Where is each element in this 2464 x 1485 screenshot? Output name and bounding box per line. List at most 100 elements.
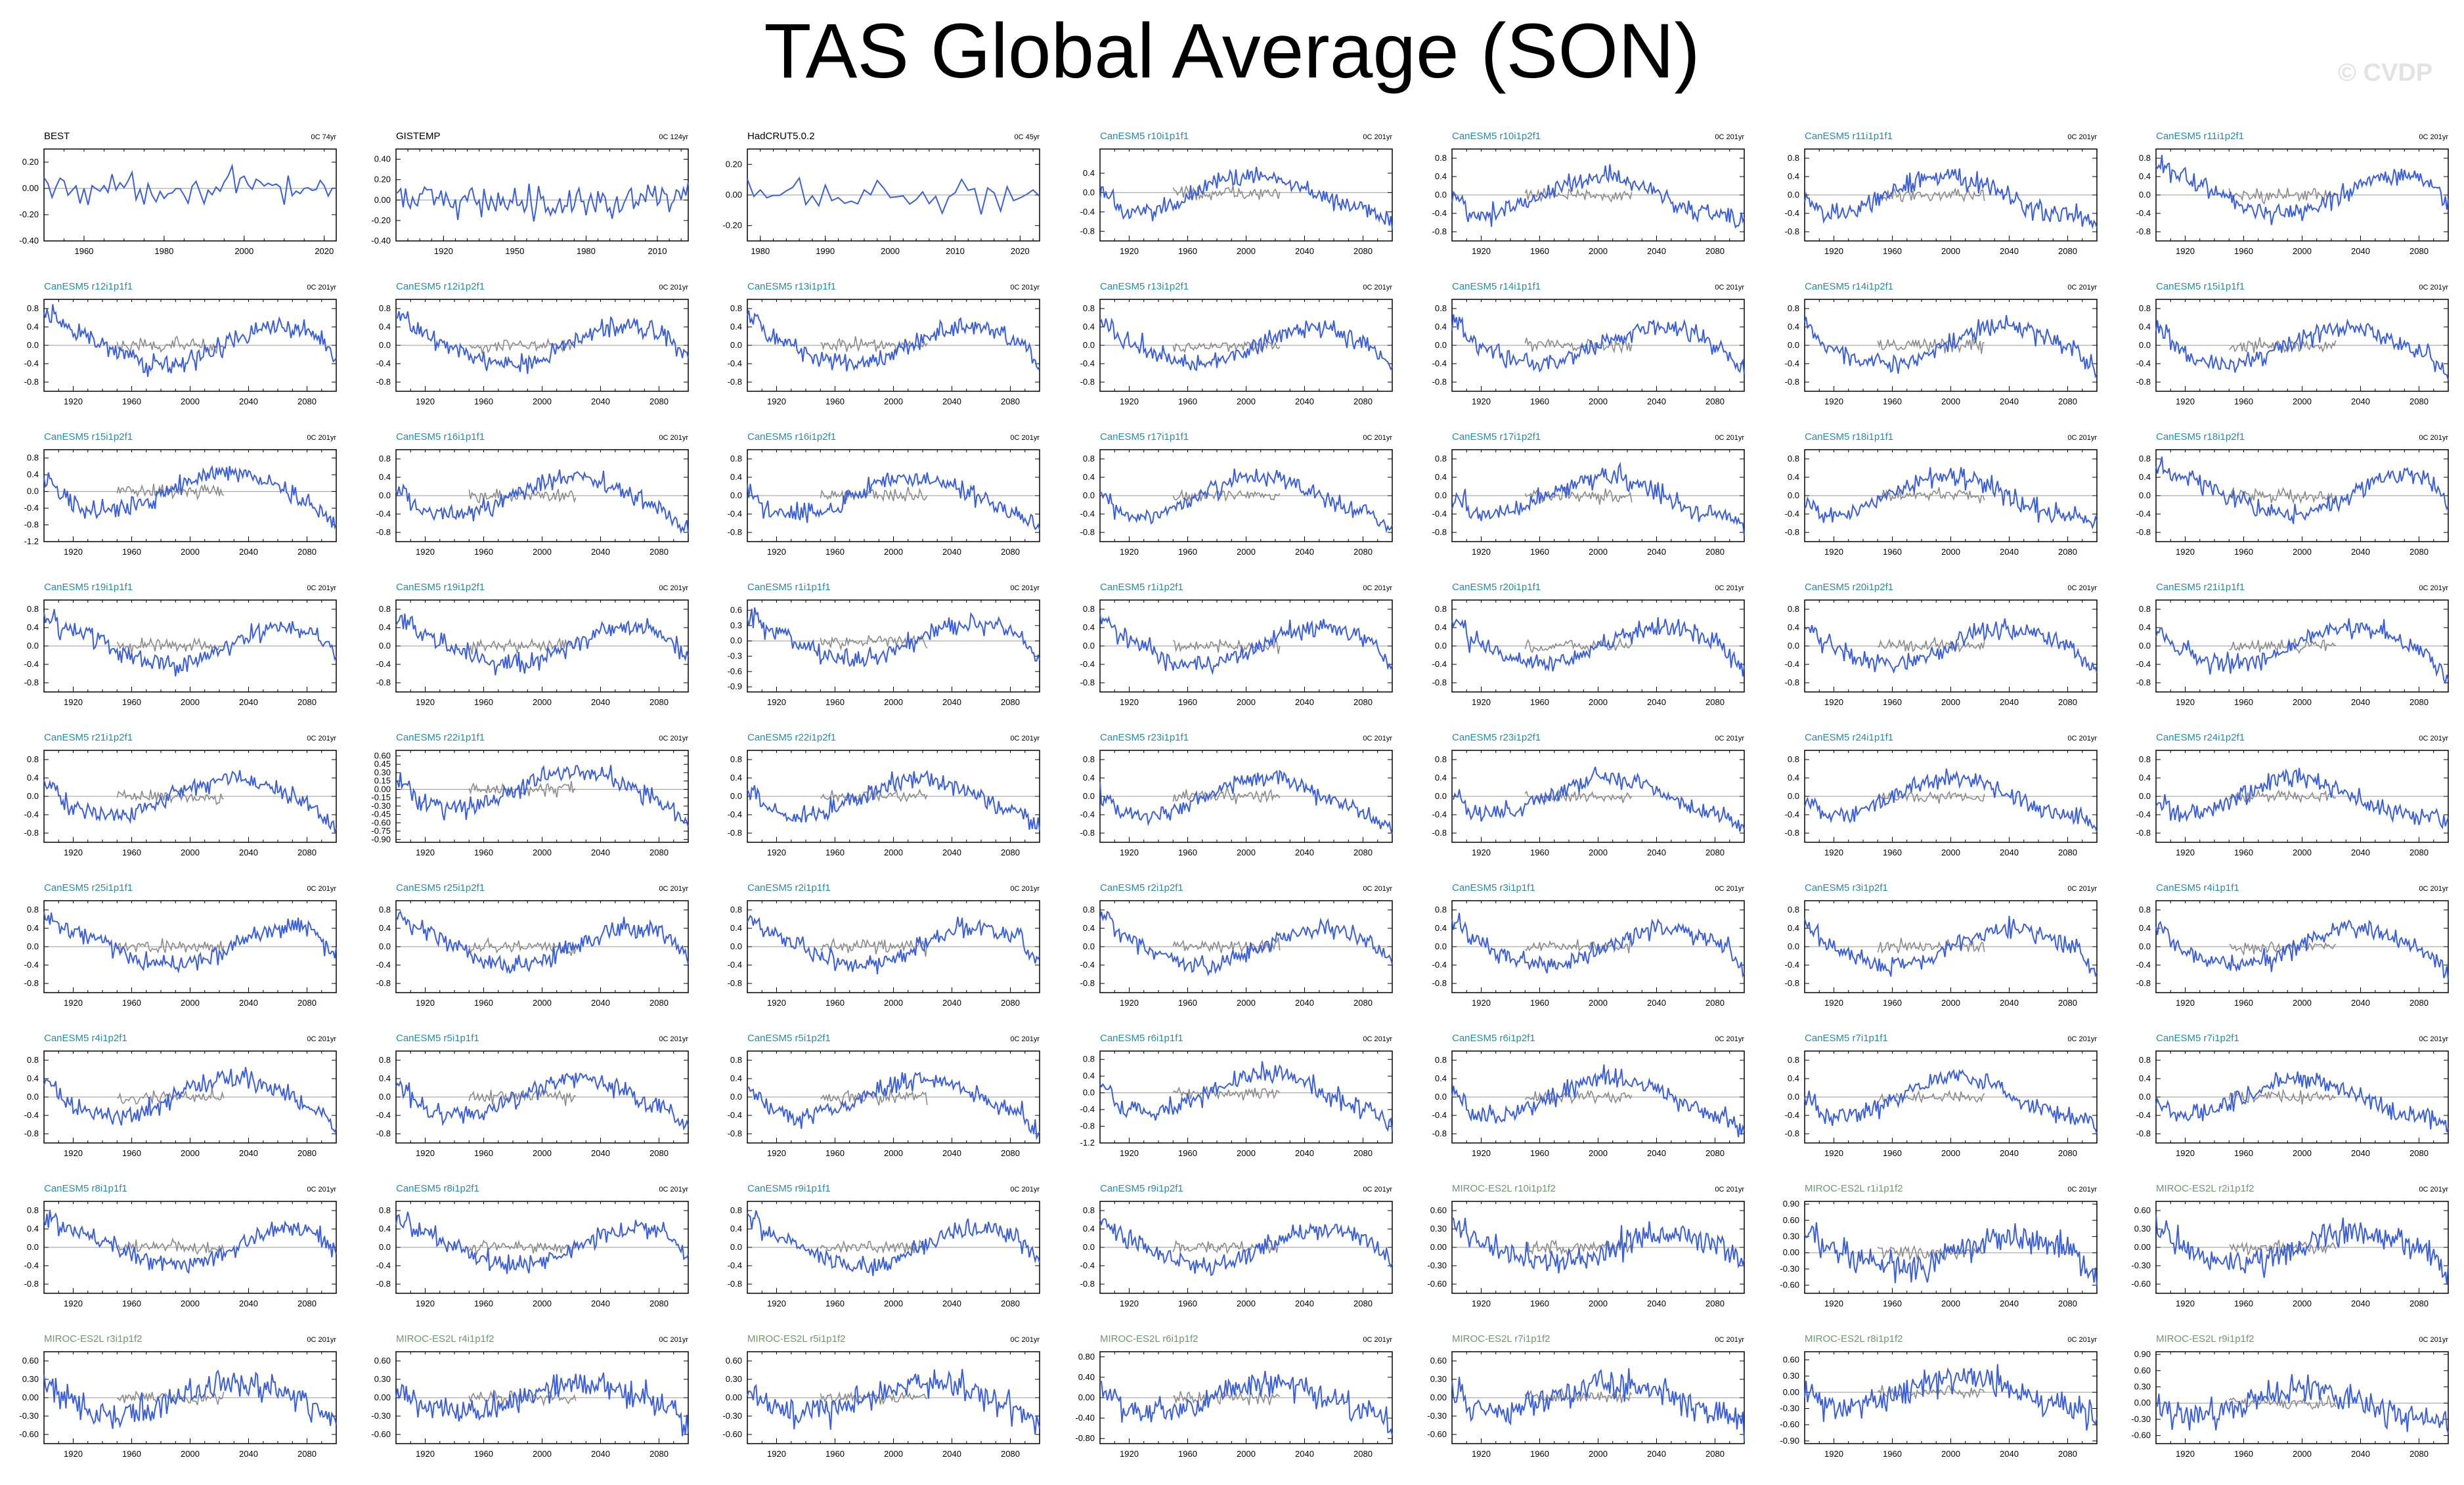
y-tick-label: -0.40	[1075, 1413, 1095, 1423]
x-tick-label: 2000	[181, 848, 200, 857]
y-tick-label: -0.40	[371, 236, 391, 246]
observed-line	[1172, 339, 1281, 354]
y-tick-label: 0.0	[1435, 791, 1447, 801]
y-tick-label: 0.4	[2139, 322, 2151, 332]
y-tick-label: -0.20	[371, 215, 391, 225]
chart-panel: CanESM5 r7i1p1f1 0C 201yr 0.8 0.4 0.0 -0.4 -0.…	[1785, 1033, 2098, 1158]
x-tick-label: 2000	[1589, 848, 1608, 857]
y-tick-label: 0.00	[374, 1392, 391, 1402]
y-tick-label: 0.8	[1083, 604, 1095, 614]
chart-panel: CanESM5 r20i1p2f1 0C 201yr 0.8 0.4 0.0 -0.4 -0…	[1785, 582, 2098, 707]
observed-line	[1524, 486, 1633, 505]
y-tick-label: -0.4	[1432, 960, 1447, 970]
y-tick-label: 0.30	[374, 767, 391, 777]
panel-trend-label: 0C 201yr	[2419, 1336, 2448, 1344]
x-tick-label: 1960	[825, 848, 845, 857]
x-tick-label: 2040	[1647, 547, 1666, 557]
y-tick-label: 0.0	[27, 641, 39, 651]
y-tick-label: -0.4	[1432, 1110, 1447, 1120]
y-tick-label: 0.3	[730, 620, 742, 630]
panel-title: CanESM5 r13i1p1f1	[747, 281, 836, 292]
x-tick-label: 2000	[884, 1449, 903, 1459]
panel-title: CanESM5 r16i1p2f1	[747, 431, 836, 442]
x-tick-label: 1920	[767, 697, 786, 707]
series-line	[1804, 168, 2098, 230]
series-line	[43, 912, 337, 974]
panel-trend-label: 0C 201yr	[1363, 1186, 1392, 1194]
observed-line	[2228, 188, 2336, 205]
x-tick-label: 1920	[767, 1449, 786, 1459]
y-tick-label: 0.0	[2139, 941, 2151, 951]
y-tick-label: 0.00	[1430, 1392, 1447, 1402]
y-tick-label: 0.0	[1788, 490, 1799, 500]
y-tick-label: 0.4	[1435, 472, 1447, 482]
x-tick-label: 2040	[239, 848, 258, 857]
x-tick-label: 1920	[2176, 697, 2195, 707]
series-line	[1099, 1371, 1393, 1436]
y-tick-label: -0.8	[376, 678, 391, 687]
panel-trend-label: 0C 201yr	[2419, 434, 2448, 442]
panel-trend-label: 0C 201yr	[1715, 735, 1744, 742]
x-tick-label: 2040	[591, 998, 610, 1008]
observed-line	[2229, 637, 2336, 655]
x-tick-label: 2000	[1237, 1449, 1256, 1459]
panel-trend-label: 0C 201yr	[1363, 1035, 1392, 1043]
panel-trend-label: 0C 201yr	[659, 735, 688, 742]
panel-title: CanESM5 r23i1p1f1	[1100, 732, 1189, 743]
y-tick-label: 0.4	[2139, 622, 2151, 632]
y-tick-label: -0.8	[24, 1279, 39, 1289]
x-tick-label: 1960	[825, 1299, 845, 1308]
series-line	[747, 310, 1040, 372]
x-tick-label: 2000	[1589, 1299, 1608, 1308]
x-tick-label: 1980	[154, 246, 173, 256]
y-tick-label: 0.8	[1083, 1054, 1095, 1064]
series-line	[43, 465, 337, 530]
x-tick-label: 1920	[2176, 1148, 2195, 1158]
y-tick-label: -0.30	[2131, 1260, 2151, 1270]
panel-trend-label: 0C 201yr	[2419, 584, 2448, 592]
chart-panel: CanESM5 r13i1p1f1 0C 201yr 0.8 0.4 0.0 -0.4 -0…	[728, 281, 1040, 406]
panel-title: CanESM5 r4i1p1f1	[2156, 882, 2239, 893]
panel-title: CanESM5 r23i1p2f1	[1452, 732, 1541, 743]
x-tick-label: 2080	[2058, 547, 2077, 557]
y-tick-label: -0.4	[376, 659, 391, 669]
x-tick-label: 1960	[122, 1148, 141, 1158]
x-tick-label: 1920	[1472, 246, 1491, 256]
series-line	[1451, 766, 1745, 832]
x-tick-label: 2080	[2058, 397, 2077, 406]
x-tick-label: 1920	[2176, 998, 2195, 1008]
y-tick-label: 0.4	[379, 923, 391, 933]
y-tick-label: -0.9	[728, 681, 742, 691]
chart-panel: CanESM5 r22i1p1f1 0C 201yr 0.600.450.300.1…	[371, 732, 689, 857]
chart-panel: CanESM5 r14i1p1f1 0C 201yr 0.8 0.4 0.0 -0.4 -0…	[1432, 281, 1745, 406]
x-tick-label: 1950	[505, 246, 524, 256]
panel-trend-label: 0C 201yr	[307, 735, 336, 742]
panel-trend-label: 0C 124yr	[659, 133, 688, 141]
y-tick-label: -0.8	[376, 1279, 391, 1289]
chart-panel: BEST 0C 74yr 0.20 0.00 -0.20 -0.40 1960 1980 200…	[19, 131, 337, 256]
series-line	[43, 770, 337, 834]
panel-trend-label: 0C 201yr	[2067, 434, 2097, 442]
observed-line	[1524, 788, 1633, 804]
x-tick-label: 2000	[884, 1148, 903, 1158]
chart-panel: CanESM5 r9i1p1f1 0C 201yr 0.8 0.4 0.0 -0.4 -0.…	[728, 1183, 1040, 1308]
y-tick-label: 0.0	[1083, 187, 1095, 197]
y-tick-label: 0.4	[1788, 322, 1799, 332]
y-tick-label: 0.8	[2139, 1055, 2151, 1065]
y-tick-label: -0.30	[1780, 1403, 1799, 1413]
y-tick-label: -0.8	[1785, 226, 1799, 236]
y-tick-label: 0.30	[374, 1374, 391, 1384]
chart-panel: CanESM5 r12i1p2f1 0C 201yr 0.8 0.4 0.0 -0.4 -0…	[376, 281, 689, 406]
series-line	[1804, 1069, 2098, 1134]
x-tick-label: 1920	[767, 998, 786, 1008]
chart-panel: CanESM5 r21i1p2f1 0C 201yr 0.8 0.4 0.0 -0.4 -0…	[24, 732, 337, 857]
series-line	[1804, 916, 2098, 978]
y-tick-label: -0.20	[19, 209, 39, 219]
y-tick-label: -0.4	[2136, 509, 2151, 519]
chart-panel: CanESM5 r2i1p2f1 0C 201yr 0.8 0.4 0.0 -0.4 -0.…	[1080, 882, 1393, 1008]
x-tick-label: 2080	[1353, 1148, 1373, 1158]
panel-title: CanESM5 r25i1p2f1	[396, 882, 485, 893]
panel-trend-label: 0C 201yr	[2419, 735, 2448, 742]
x-tick-label: 1920	[1120, 547, 1139, 557]
y-tick-label: 0.00	[2134, 1242, 2151, 1252]
